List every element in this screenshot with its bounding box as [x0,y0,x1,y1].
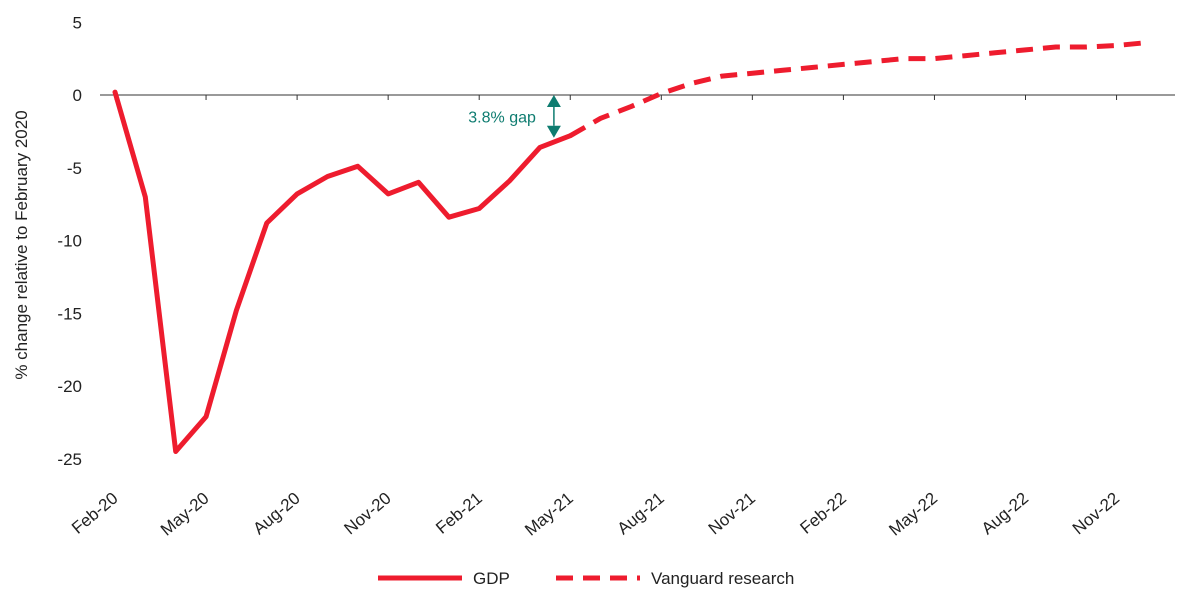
series-layer [112,40,1148,454]
vanguard-research-line [569,40,1148,138]
x-tick-label: Nov-21 [705,489,759,539]
y-axis-title: % change relative to February 2020 [12,110,31,379]
arrow-down-icon [546,125,561,138]
x-tick-label: Feb-21 [432,489,485,538]
legend: GDP Vanguard research [378,569,794,588]
y-tick-label: 0 [73,86,82,105]
x-tick-label: Nov-20 [341,489,395,539]
legend-label: Vanguard research [651,569,794,588]
y-tick-label: 5 [73,13,82,32]
gap-annotation: 3.8% gap [468,95,561,138]
y-tick-label: -5 [67,159,82,178]
x-tick-label: May-22 [885,489,941,540]
arrow-up-icon [546,95,561,107]
x-tick-label: Aug-22 [978,489,1032,539]
x-tick-label: Feb-20 [68,489,121,538]
x-tick-label: May-20 [157,489,213,540]
x-tick-label: Feb-22 [796,489,849,538]
legend-label: GDP [473,569,510,588]
y-tick-label: -15 [57,304,82,323]
x-tick-label: Aug-20 [249,489,303,539]
y-axis-ticks: 5 0 -5 -10 -15 -20 -25 [57,13,82,469]
y-tick-label: -20 [57,377,82,396]
y-tick-label: -10 [57,232,82,251]
gdp-line [112,89,573,454]
x-tick-label: Nov-22 [1069,489,1123,539]
gap-annotation-label: 3.8% gap [468,109,536,126]
x-tick-label: Aug-21 [614,489,668,539]
x-axis-ticks: Feb-20 May-20 Aug-20 Nov-20 Feb-21 May-21 Aug-… [68,95,1123,540]
y-tick-label: -25 [57,450,82,469]
x-tick-label: May-21 [521,489,577,540]
